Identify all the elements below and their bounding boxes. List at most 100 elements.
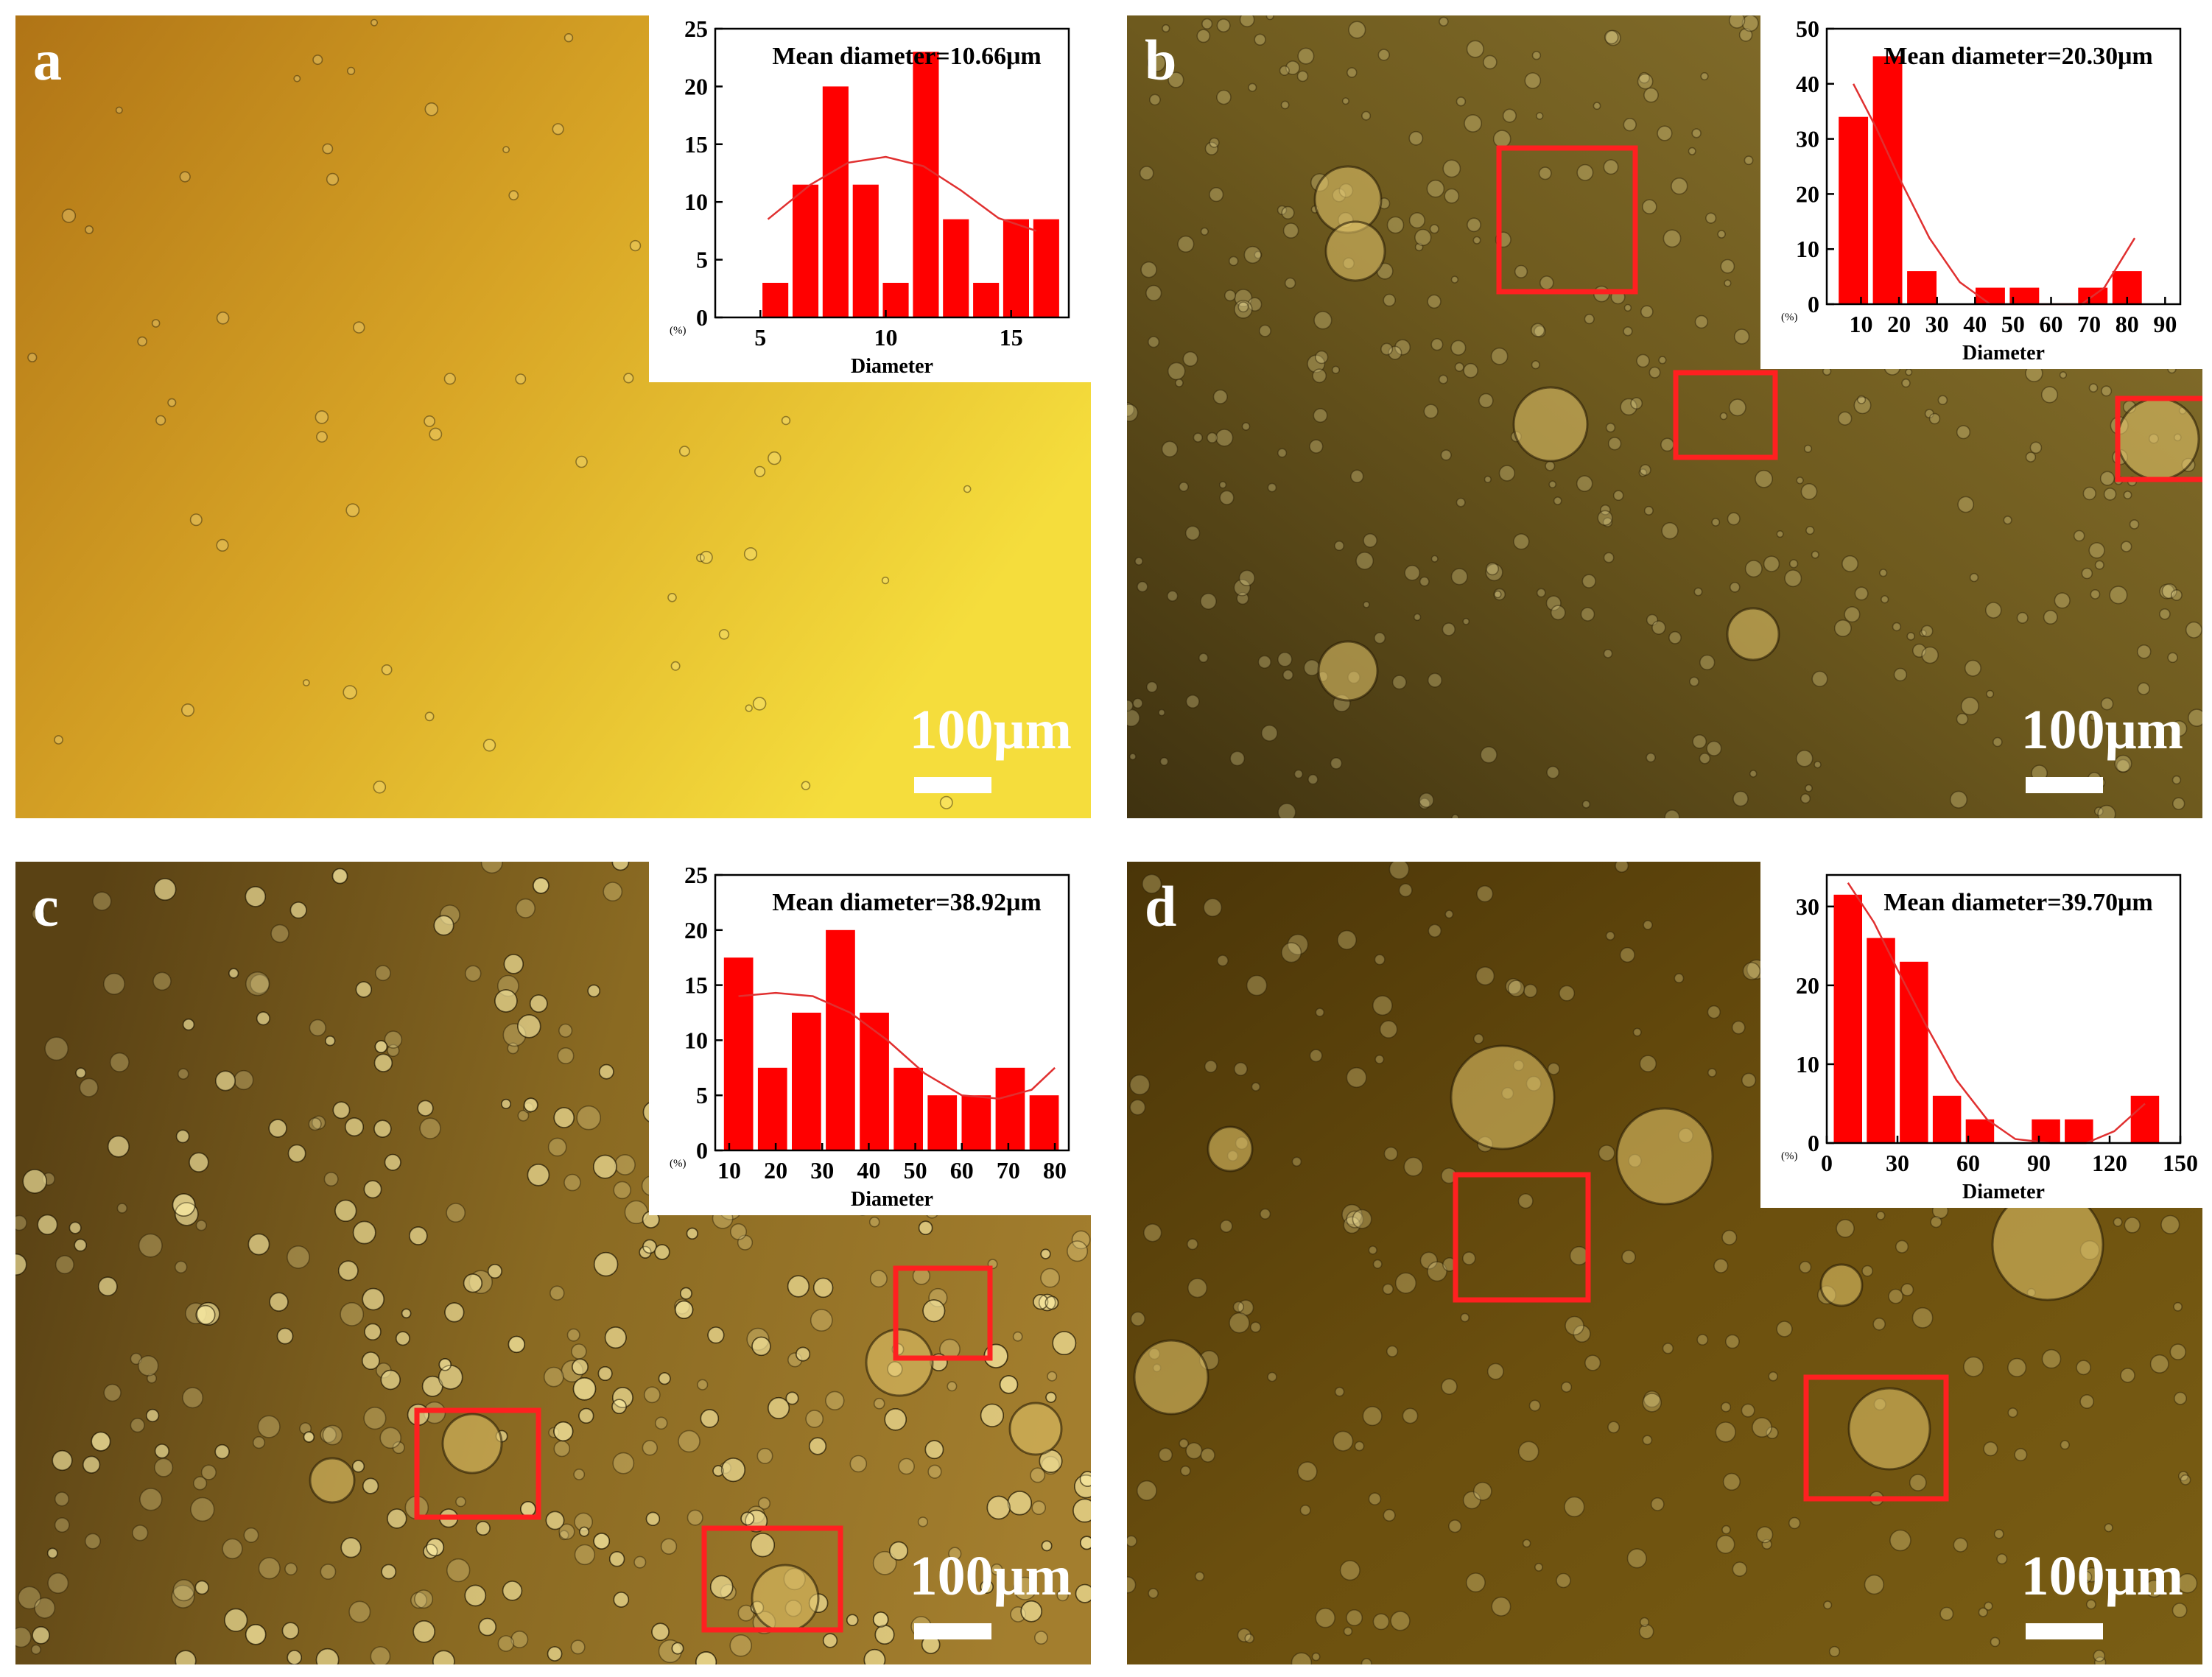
fit-curve [738, 991, 1056, 1100]
histogram-b: 0 10 20 30 40 50 10 20 30 40 50 60 70 80 90 (%) Diameter… [1781, 15, 2182, 365]
y-tick-label: 20 [1796, 180, 1819, 207]
histogram-bar [893, 1067, 923, 1150]
panel-label: a [33, 28, 62, 92]
fit-curve [1847, 882, 2146, 1145]
panel-d: d 0 10 20 30 0 30 60 90 120 150 (%) Diameter Mean di… [1127, 862, 2202, 1664]
histogram-bar [792, 1013, 821, 1150]
histogram-bar [852, 184, 879, 317]
x-tick-label: 30 [1925, 311, 1949, 337]
scale-bar [914, 1623, 991, 1639]
histogram-bar [757, 1067, 787, 1150]
x-tick-label: 80 [2116, 311, 2139, 337]
x-tick-label: 50 [2001, 311, 2025, 337]
plot-frame [714, 873, 1070, 1152]
panel-b: b 0 10 20 30 40 50 10 20 30 40 50 60 70 80 90 (%) Diamet… [1127, 15, 2202, 818]
y-unit-label: (%) [670, 325, 687, 337]
histogram-c: 0 5 10 15 20 25 10 20 30 40 50 60 70 80 (%) Diameter Mea… [670, 862, 1070, 1211]
histogram-bar [1872, 56, 1903, 305]
histogram-bar [2009, 287, 2040, 304]
x-tick-label: 20 [764, 1157, 787, 1184]
y-tick-label: 15 [684, 131, 708, 158]
y-tick-label: 0 [696, 304, 708, 331]
y-tick-label: 40 [1796, 71, 1819, 97]
y-tick-label: 5 [696, 1082, 708, 1108]
x-axis-label: Diameter [1962, 342, 2045, 365]
histogram-d: 0 10 20 30 0 30 60 90 120 150 (%) Diameter Mean diam… [1781, 873, 2198, 1203]
x-tick-label: 30 [810, 1157, 834, 1184]
scale-bar [914, 777, 991, 793]
histogram-bar [2032, 1119, 2060, 1143]
roi-box [1673, 370, 1778, 460]
x-tick-label: 60 [2040, 311, 2063, 337]
scale-bar [2026, 777, 2103, 793]
y-tick-label: 0 [696, 1137, 708, 1164]
histogram-bar [882, 283, 909, 317]
panel-label: c [33, 874, 59, 938]
histogram-bar [860, 1013, 889, 1150]
x-axis-label: Diameter [851, 355, 933, 378]
roi-box [893, 1265, 993, 1361]
y-unit-label: (%) [1781, 1150, 1798, 1162]
x-axis-label: Diameter [851, 1188, 933, 1211]
roi-box [701, 1525, 843, 1633]
y-tick-label: 10 [684, 1027, 708, 1053]
y-tick-label: 30 [1796, 893, 1819, 920]
y-tick-label: 20 [684, 73, 708, 99]
scale-bar-label: 100μm [2020, 1545, 2183, 1607]
histogram-bar [913, 52, 939, 318]
histogram-bar [826, 929, 855, 1150]
histogram-bar [1029, 1095, 1059, 1150]
x-tick-label: 10 [1849, 311, 1872, 337]
scale-bar-label: 100μm [909, 1545, 1072, 1607]
plot-frame [1825, 27, 2182, 306]
histogram-inset-c: 0 5 10 15 20 25 10 20 30 40 50 60 70 80 (%) Diameter Mea… [649, 862, 1091, 1215]
histogram-bar [995, 1067, 1025, 1150]
scale-bar [2026, 1623, 2103, 1639]
y-unit-label: (%) [1781, 312, 1798, 323]
histogram-bar [2130, 1095, 2160, 1143]
roi-box [1496, 145, 1638, 295]
histogram-bar [1932, 1095, 1962, 1143]
fit-curve [767, 155, 1037, 232]
x-tick-label: 0 [1821, 1150, 1833, 1176]
scale-bar-label: 100μm [909, 699, 1072, 761]
x-tick-label: 50 [904, 1157, 927, 1184]
histogram-bar [822, 86, 849, 318]
y-tick-label: 20 [684, 917, 708, 943]
y-tick-label: 15 [684, 972, 708, 999]
histogram-bar [943, 219, 969, 317]
y-tick-label: 10 [684, 189, 708, 215]
roi-box [1453, 1172, 1591, 1303]
x-tick-label: 20 [1887, 311, 1911, 337]
histogram-inset-b: 0 10 20 30 40 50 10 20 30 40 50 60 70 80 90 (%) Diameter… [1760, 15, 2202, 369]
histogram-bar [927, 1095, 958, 1150]
y-tick-label: 50 [1796, 15, 1819, 42]
histogram-bar [1976, 287, 2005, 304]
histogram-bar [1833, 894, 1862, 1143]
histogram-bar [762, 283, 789, 317]
x-tick-label: 70 [997, 1157, 1020, 1184]
roi-box [1803, 1374, 1949, 1502]
histogram-bar [723, 957, 754, 1150]
chart-title: Mean diameter=20.30μm [1883, 43, 2152, 70]
histogram-bar [1907, 271, 1937, 304]
histogram-bar [1867, 938, 1895, 1143]
x-tick-label: 60 [950, 1157, 974, 1184]
histogram-bar [1839, 116, 1869, 304]
y-unit-label: (%) [670, 1158, 687, 1170]
panel-c: c 0 5 10 15 20 25 10 20 30 40 50 60 70 80 (%) Diameter M… [15, 862, 1091, 1664]
chart-title: Mean diameter=10.66μm [772, 43, 1041, 70]
y-tick-label: 10 [1796, 1051, 1819, 1077]
x-tick-label: 40 [857, 1157, 880, 1184]
x-tick-label: 60 [1956, 1150, 1980, 1176]
x-tick-label: 90 [2153, 311, 2177, 337]
chart-title: Mean diameter=38.92μm [772, 889, 1041, 916]
histogram-bar [973, 283, 1000, 317]
panel-a: a 0 5 10 15 20 25 5 10 15 (%) Diameter Mean diamete… [15, 15, 1091, 818]
y-tick-label: 5 [696, 247, 708, 273]
x-tick-label: 10 [874, 324, 897, 351]
histogram-bar [1003, 219, 1029, 317]
scale-bar-label: 100μm [2020, 699, 2183, 761]
x-tick-label: 70 [2077, 311, 2101, 337]
y-tick-label: 10 [1796, 236, 1819, 262]
